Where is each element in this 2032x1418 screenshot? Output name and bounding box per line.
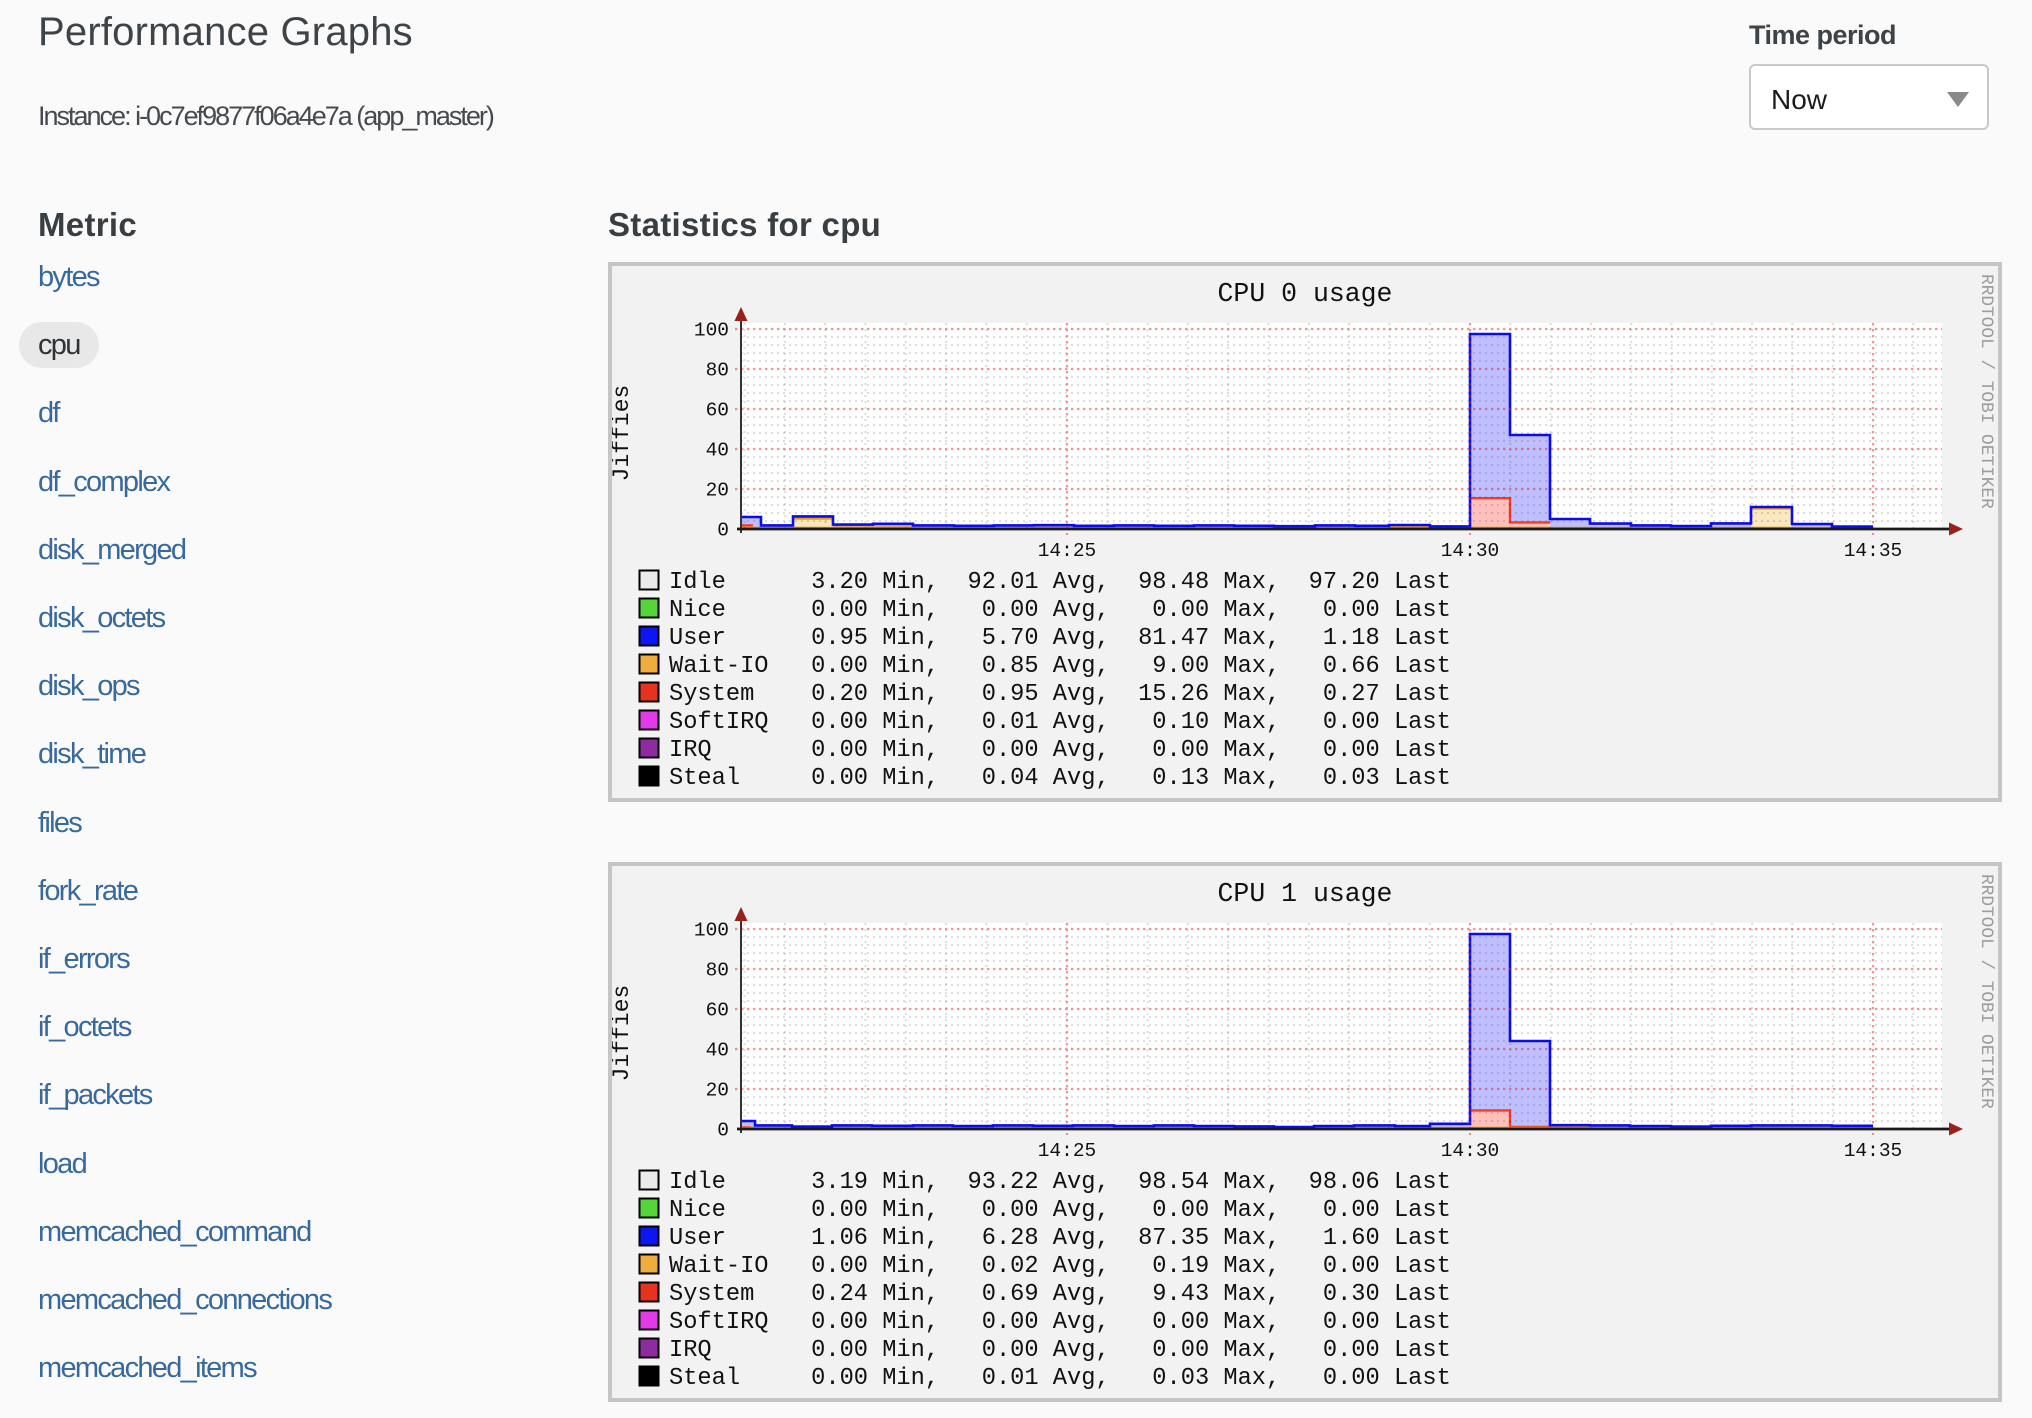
svg-text:Wait-IO 0.00 Min, 0.02 Avg: Wait-IO 0.00 Min, 0.02 Avg, 0.19 Max, 0.… (669, 1253, 1451, 1280)
svg-text:40: 40 (706, 1040, 729, 1062)
svg-text:100: 100 (694, 920, 729, 942)
svg-text:User 1.06 Min, 6.28 Avg: User 1.06 Min, 6.28 Avg, 87.35 Max, 1.60… (669, 1225, 1451, 1252)
svg-text:IRQ 0.00 Min, 0.00 Avg: IRQ 0.00 Min, 0.00 Avg, 0.00 Max, 0.00 L… (669, 737, 1451, 764)
svg-text:14:35: 14:35 (1844, 540, 1903, 562)
svg-text:0: 0 (717, 520, 729, 542)
svg-text:Jiffies: Jiffies (612, 385, 635, 482)
svg-text:Nice 0.00 Min, 0.00 Avg: Nice 0.00 Min, 0.00 Avg, 0.00 Max, 0.00 … (669, 1197, 1451, 1224)
svg-text:System 0.24 Min, 0.69 Avg: System 0.24 Min, 0.69 Avg, 9.43 Max, 0.3… (669, 1281, 1451, 1308)
svg-text:14:25: 14:25 (1038, 1140, 1097, 1162)
svg-text:14:30: 14:30 (1441, 1140, 1500, 1162)
svg-text:0: 0 (717, 1120, 729, 1142)
svg-text:Steal 0.00 Min, 0.01 Avg: Steal 0.00 Min, 0.01 Avg, 0.03 Max, 0.00… (669, 1365, 1451, 1392)
svg-text:Idle 3.20 Min, 92.01 Avg: Idle 3.20 Min, 92.01 Avg, 98.48 Max, 97.… (669, 569, 1451, 596)
svg-text:Idle 3.19 Min, 93.22 Avg: Idle 3.19 Min, 93.22 Avg, 98.54 Max, 98.… (669, 1169, 1451, 1196)
svg-text:CPU 1 usage: CPU 1 usage (1218, 879, 1393, 909)
svg-text:Steal 0.00 Min, 0.04 Avg: Steal 0.00 Min, 0.04 Avg, 0.13 Max, 0.03… (669, 765, 1451, 792)
svg-text:20: 20 (706, 1080, 729, 1102)
svg-text:IRQ 0.00 Min, 0.00 Avg: IRQ 0.00 Min, 0.00 Avg, 0.00 Max, 0.00 L… (669, 1337, 1451, 1364)
svg-text:60: 60 (706, 400, 729, 422)
svg-text:80: 80 (706, 960, 729, 982)
svg-text:20: 20 (706, 480, 729, 502)
svg-text:System 0.20 Min, 0.95 Avg: System 0.20 Min, 0.95 Avg, 15.26 Max, 0.… (669, 681, 1451, 708)
svg-text:14:35: 14:35 (1844, 1140, 1903, 1162)
svg-text:CPU 0 usage: CPU 0 usage (1218, 279, 1393, 309)
svg-text:100: 100 (694, 320, 729, 342)
svg-text:Nice 0.00 Min, 0.00 Avg: Nice 0.00 Min, 0.00 Avg, 0.00 Max, 0.00 … (669, 597, 1451, 624)
svg-text:14:30: 14:30 (1441, 540, 1500, 562)
svg-text:RRDTOOL / TOBI OETIKER: RRDTOOL / TOBI OETIKER (1976, 874, 1996, 1109)
svg-text:SoftIRQ 0.00 Min, 0.00 Avg: SoftIRQ 0.00 Min, 0.00 Avg, 0.00 Max, 0.… (669, 1309, 1451, 1336)
svg-text:14:25: 14:25 (1038, 540, 1097, 562)
svg-text:RRDTOOL / TOBI OETIKER: RRDTOOL / TOBI OETIKER (1976, 274, 1996, 509)
svg-text:User 0.95 Min, 5.70 Avg: User 0.95 Min, 5.70 Avg, 81.47 Max, 1.18… (669, 625, 1451, 652)
svg-text:Wait-IO 0.00 Min, 0.85 Avg: Wait-IO 0.00 Min, 0.85 Avg, 9.00 Max, 0.… (669, 653, 1451, 680)
svg-text:60: 60 (706, 1000, 729, 1022)
svg-text:Jiffies: Jiffies (612, 985, 635, 1082)
svg-text:40: 40 (706, 440, 729, 462)
svg-text:SoftIRQ 0.00 Min, 0.01 Avg: SoftIRQ 0.00 Min, 0.01 Avg, 0.10 Max, 0.… (669, 709, 1451, 736)
svg-text:80: 80 (706, 360, 729, 382)
